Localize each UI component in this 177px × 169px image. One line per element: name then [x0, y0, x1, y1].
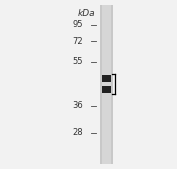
Text: 95: 95 — [73, 20, 83, 29]
Text: 72: 72 — [73, 37, 83, 46]
Text: 36: 36 — [72, 101, 83, 110]
Text: 55: 55 — [73, 57, 83, 66]
Bar — [102, 86, 111, 93]
Bar — [100, 5, 113, 164]
Bar — [102, 75, 111, 82]
Text: kDa: kDa — [78, 9, 96, 18]
Text: 28: 28 — [73, 128, 83, 137]
Bar — [102, 5, 111, 164]
